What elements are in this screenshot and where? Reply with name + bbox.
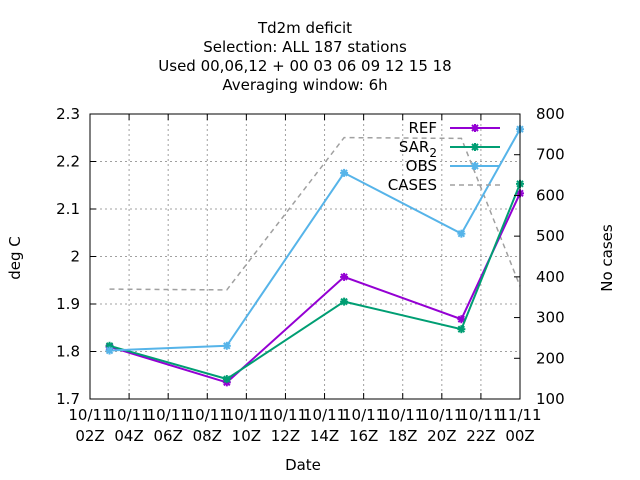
x-tick-label-date: 10/11 [303, 406, 346, 424]
title-line: Used 00,06,12 + 00 03 06 09 12 15 18 [158, 57, 451, 75]
x-tick-label-hour: 04Z [114, 427, 143, 445]
y2-tick-label: 200 [536, 349, 565, 367]
x-tick-label-hour: 18Z [388, 427, 417, 445]
series-line-cases [109, 136, 521, 291]
y2-tick-label: 100 [536, 390, 565, 408]
x-tick-label-hour: 10Z [232, 427, 261, 445]
data-point-sar [340, 297, 349, 306]
series-cases [109, 136, 521, 291]
legend-label-sar: SAR2 [399, 138, 437, 160]
x-tick-label-date: 10/11 [264, 406, 307, 424]
series-line-ref [109, 192, 521, 384]
x-tick-label-hour: 16Z [349, 427, 378, 445]
x-tick-label-date: 10/11 [68, 406, 111, 424]
data-point-obs [457, 229, 466, 238]
x-tick-label-date: 10/11 [147, 406, 190, 424]
x-tick-label-hour: 14Z [310, 427, 339, 445]
x-tick-label-hour: 22Z [466, 427, 495, 445]
y-tick-label: 1.9 [56, 295, 80, 313]
x-tick-label-date: 10/11 [342, 406, 385, 424]
legend-marker-sar [471, 143, 479, 151]
y2-tick-label: 700 [536, 146, 565, 164]
y2-tick-label: 300 [536, 309, 565, 327]
data-point-obs [340, 168, 349, 177]
y2-tick-label: 400 [536, 268, 565, 286]
x-tick-label-hour: 06Z [153, 427, 182, 445]
y2-tick-label: 800 [536, 105, 565, 123]
y-tick-label: 2.3 [56, 105, 80, 123]
axis-ticks: 10/1102Z10/1104Z10/1106Z10/1108Z10/1110Z… [56, 105, 565, 445]
y2-tick-label: 600 [536, 186, 565, 204]
x-tick-label-date: 11/11 [498, 406, 541, 424]
y2-tick-label: 500 [536, 227, 565, 245]
x-axis-label: Date [285, 456, 321, 474]
x-tick-label-hour: 12Z [271, 427, 300, 445]
data-point-obs [222, 341, 231, 350]
legend-marker-ref [471, 124, 479, 132]
x-tick-label-date: 10/11 [225, 406, 268, 424]
data-point-obs [105, 346, 114, 355]
y2-axis-label: No cases [598, 224, 616, 292]
data-point-ref [457, 315, 466, 324]
x-tick-label-date: 10/11 [186, 406, 229, 424]
grid [89, 114, 521, 399]
y-tick-label: 2 [70, 248, 80, 266]
y-axis-label: deg C [6, 236, 24, 280]
y-tick-label: 1.7 [56, 390, 80, 408]
legend-label-obs: OBS [406, 157, 437, 175]
title-line: Selection: ALL 187 stations [203, 38, 407, 56]
x-tick-label-date: 10/11 [459, 406, 502, 424]
legend-label-ref: REF [408, 119, 437, 137]
series-line-sar [109, 183, 521, 381]
data-point-ref [340, 272, 349, 281]
x-tick-label-hour: 20Z [427, 427, 456, 445]
title-line: Averaging window: 6h [222, 76, 387, 94]
x-tick-label-date: 10/11 [420, 406, 463, 424]
x-tick-label-hour: 02Z [75, 427, 104, 445]
x-tick-label-hour: 00Z [505, 427, 534, 445]
data-point-sar [222, 375, 231, 384]
x-tick-label-date: 10/11 [107, 406, 150, 424]
data-point-sar [457, 325, 466, 334]
y-tick-label: 2.2 [56, 153, 80, 171]
legend-marker-obs [471, 162, 479, 170]
legend-label-cases: CASES [388, 176, 437, 194]
title-line: Td2m deficit [257, 19, 352, 37]
y-tick-label: 1.8 [56, 343, 80, 361]
x-tick-label-date: 10/11 [381, 406, 424, 424]
x-tick-label-hour: 08Z [193, 427, 222, 445]
y-tick-label: 2.1 [56, 200, 80, 218]
